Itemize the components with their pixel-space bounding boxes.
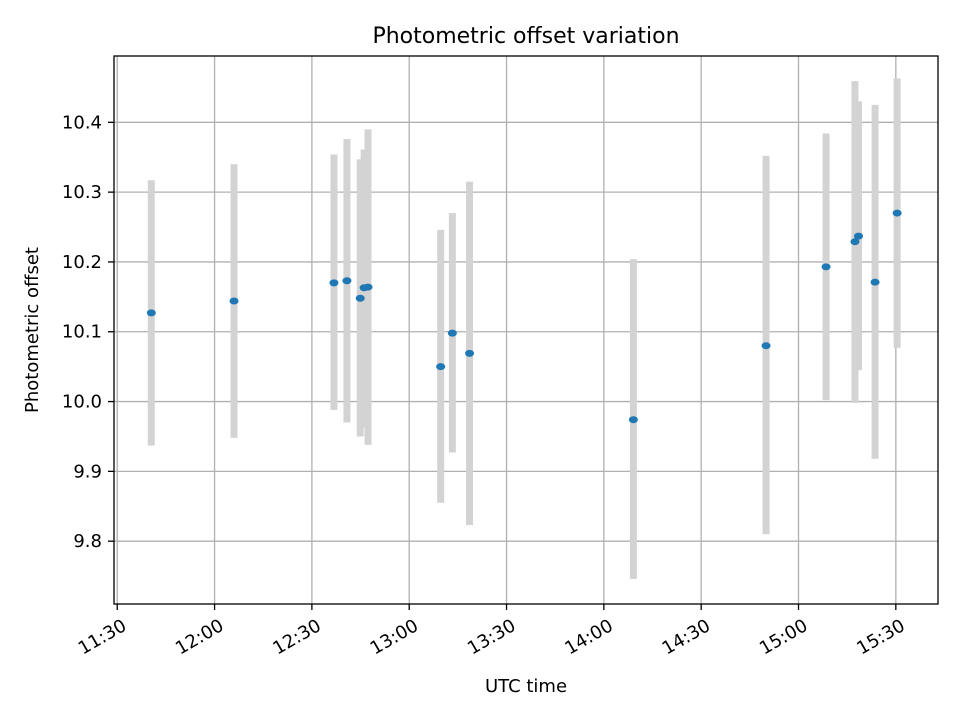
data-point <box>761 342 771 350</box>
plot-area <box>114 56 938 604</box>
y-tick-label: 10.1 <box>62 322 102 343</box>
y-tick-label: 9.8 <box>73 531 102 552</box>
data-point <box>870 278 880 286</box>
data-point <box>447 329 457 337</box>
data-point <box>363 283 373 291</box>
data-point <box>821 263 831 271</box>
data-point <box>436 363 446 371</box>
y-tick-label: 10.3 <box>62 182 102 203</box>
data-points <box>146 209 902 424</box>
data-point <box>628 416 638 424</box>
chart-title: Photometric offset variation <box>372 24 679 49</box>
y-tick-label: 10.2 <box>62 252 102 273</box>
data-point <box>465 349 475 357</box>
y-axis-ticks: 9.8 9.9 10.0 10.1 10.2 10.3 10.4 <box>62 112 114 552</box>
y-tick-label: 10.4 <box>62 112 102 133</box>
data-point <box>355 294 365 302</box>
data-point <box>892 209 902 217</box>
y-tick-label: 9.9 <box>73 461 102 482</box>
axes-frame <box>113 55 939 605</box>
data-point <box>850 238 860 246</box>
y-axis-label: Photometric offset <box>22 247 43 413</box>
data-point <box>146 309 156 317</box>
data-point <box>229 297 239 305</box>
data-point <box>329 279 339 287</box>
x-axis-label: UTC time <box>485 676 567 697</box>
data-point <box>854 232 864 240</box>
y-tick-label: 10.0 <box>62 392 102 413</box>
data-point <box>342 277 352 285</box>
